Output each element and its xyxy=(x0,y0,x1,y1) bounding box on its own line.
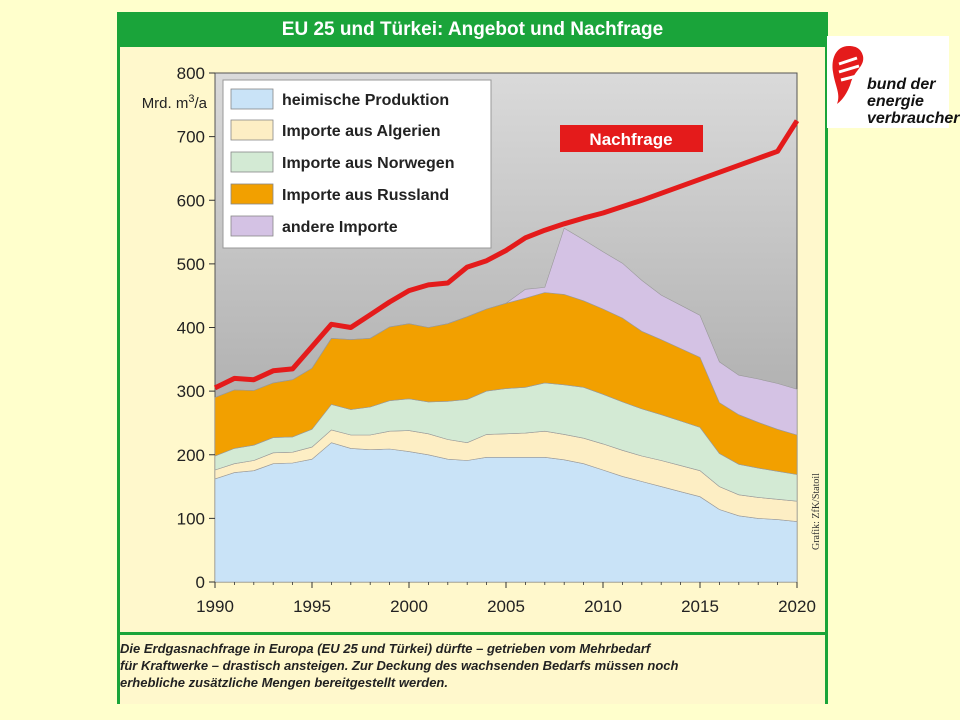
y-tick-label: 200 xyxy=(177,446,205,465)
divider xyxy=(117,632,828,635)
legend-label-heimische: heimische Produktion xyxy=(282,92,449,109)
y-tick-label: 700 xyxy=(177,128,205,147)
caption-line-1: Die Erdgasnachfrage in Europa (EU 25 und… xyxy=(120,641,651,656)
caption-line-2: für Kraftwerke – drastisch ansteigen. Zu… xyxy=(120,658,679,673)
y-tick-label: 400 xyxy=(177,319,205,338)
y-tick-label: 500 xyxy=(177,255,205,274)
y-axis-label-sup: 3 xyxy=(188,93,194,105)
x-tick-label: 2000 xyxy=(390,597,428,616)
x-tick-label: 2010 xyxy=(584,597,622,616)
y-tick-label: 0 xyxy=(196,573,205,592)
area-andere xyxy=(214,227,798,436)
legend-label-norwegen: Importe aus Norwegen xyxy=(282,155,454,172)
x-tick-label: 1995 xyxy=(293,597,331,616)
y-axis-label: Mrd. m3/a xyxy=(142,93,208,112)
legend-swatch-algerien xyxy=(230,119,274,141)
chart-title: EU 25 und Türkei: Angebot und Nachfrage xyxy=(120,12,825,47)
logo-line-1: bund der xyxy=(867,76,936,93)
axes-group: 0 100 200 300 400 500 600 700 800 1990 1995 2000 200… xyxy=(177,64,816,616)
y-tick-label: 600 xyxy=(177,191,205,210)
demand-label-box xyxy=(560,125,703,152)
caption-line-3: erhebliche zusätzliche Mengen bereitgest… xyxy=(120,675,448,690)
x-tick-label: 2015 xyxy=(681,597,719,616)
y-tick-label: 100 xyxy=(177,509,205,528)
y-axis-label-rest: /a xyxy=(194,95,207,112)
y-axis-label-text: Mrd. m xyxy=(142,95,189,112)
legend: heimische Produktion Importe aus Algerie… xyxy=(222,79,492,249)
legend-label-russland: Importe aus Russland xyxy=(282,187,449,204)
y-tick-label: 300 xyxy=(177,382,205,401)
legend-label-algerien: Importe aus Algerien xyxy=(282,123,441,140)
legend-swatch-russland xyxy=(230,183,274,205)
x-tick-label: 2020 xyxy=(778,597,816,616)
x-tick-label: 1990 xyxy=(196,597,234,616)
area-series-group xyxy=(214,227,798,583)
logo: bund der energie verbraucher xyxy=(827,36,960,128)
legend-swatch-heimische xyxy=(230,88,274,110)
hand-logo-icon xyxy=(832,46,864,104)
y-tick-label: 800 xyxy=(177,64,205,83)
logo-line-3: verbraucher xyxy=(867,110,960,127)
source-note: Grafik: ZfK/Statoil xyxy=(811,473,822,550)
legend-label-andere: andere Importe xyxy=(282,219,398,236)
legend-swatch-andere xyxy=(230,215,274,237)
logo-line-2: energie xyxy=(867,93,924,110)
demand-label: Nachfrage xyxy=(589,130,672,149)
demand-series-group xyxy=(213,119,800,391)
legend-swatch-norwegen xyxy=(230,151,274,173)
caption: Die Erdgasnachfrage in Europa (EU 25 und… xyxy=(120,640,820,691)
demand-line xyxy=(213,119,800,391)
x-tick-label: 2005 xyxy=(487,597,525,616)
